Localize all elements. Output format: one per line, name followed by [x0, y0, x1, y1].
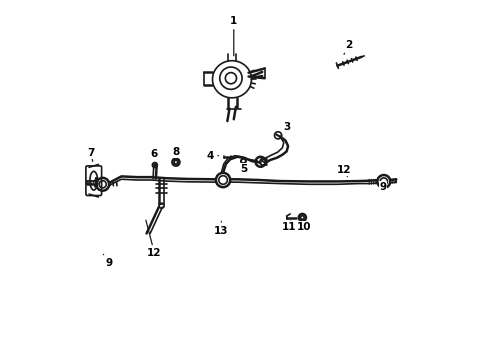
Text: 5: 5 [239, 163, 246, 174]
Circle shape [377, 175, 389, 188]
Text: 6: 6 [150, 149, 158, 163]
Text: 11: 11 [281, 221, 296, 232]
Text: 13: 13 [214, 221, 228, 236]
Text: 10: 10 [297, 221, 311, 232]
Text: 2: 2 [343, 40, 352, 54]
Text: 4: 4 [206, 151, 218, 161]
Text: 9: 9 [103, 254, 112, 268]
Text: 1: 1 [230, 16, 237, 56]
Text: 9: 9 [379, 181, 386, 192]
Text: 7: 7 [87, 148, 94, 161]
Text: 12: 12 [336, 165, 350, 176]
Circle shape [96, 178, 109, 191]
Circle shape [298, 214, 305, 221]
Text: 3: 3 [281, 122, 290, 135]
Circle shape [216, 173, 230, 187]
Text: 8: 8 [172, 147, 179, 159]
Text: 12: 12 [145, 220, 162, 258]
